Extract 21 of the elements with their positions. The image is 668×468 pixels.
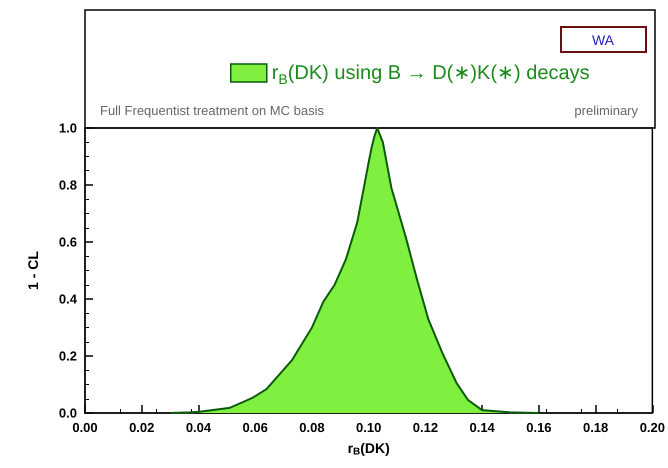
x-tick-label: 0.04 bbox=[186, 420, 212, 435]
x-tick-label: 0.02 bbox=[129, 420, 154, 435]
x-tick-label: 0.14 bbox=[469, 420, 496, 435]
text: preliminary bbox=[574, 103, 638, 118]
x-tick-label: 0.20 bbox=[640, 420, 666, 435]
x-tick-label: 0.16 bbox=[526, 420, 552, 435]
y-tick-label: 0.0 bbox=[58, 406, 77, 420]
y-tick-label: 0.8 bbox=[58, 178, 77, 192]
x-tick-label: 0.10 bbox=[356, 420, 382, 435]
y-tick-label: 0.4 bbox=[58, 292, 78, 306]
y-axis-title: 1 - CL bbox=[25, 250, 41, 290]
x-tick-label: 0.06 bbox=[242, 420, 268, 435]
x-tick-label: 0.00 bbox=[72, 420, 98, 435]
y-tick-label: 0.6 bbox=[58, 234, 77, 250]
y-tick-label: 1.0 bbox=[58, 120, 77, 136]
text: Full Frequentist treatment on MC basis bbox=[100, 103, 324, 118]
x-tick-label: 0.08 bbox=[299, 420, 325, 435]
x-tick-label: 0.18 bbox=[582, 420, 608, 435]
y-tick-label: 0.2 bbox=[58, 348, 77, 364]
text: WA bbox=[592, 32, 615, 48]
x-tick-label: 0.12 bbox=[412, 420, 438, 435]
